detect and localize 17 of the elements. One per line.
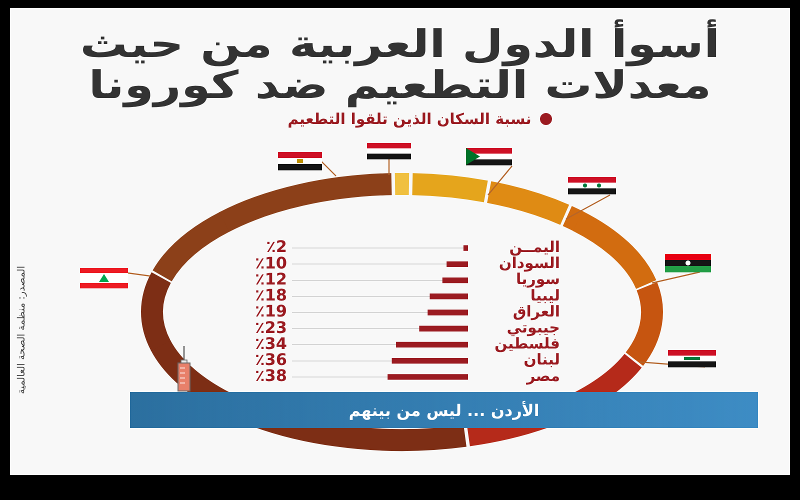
bar bbox=[388, 374, 468, 380]
y-tick-label: لبنان bbox=[524, 350, 560, 369]
bar bbox=[392, 358, 468, 364]
text: الأردن ... ليس من بينهم bbox=[130, 392, 758, 428]
bar bbox=[428, 310, 468, 316]
bar bbox=[446, 261, 468, 267]
bar bbox=[396, 342, 468, 348]
legend-label: نسبة السكان الذين تلقوا التطعيم bbox=[288, 110, 532, 128]
bar bbox=[463, 245, 468, 251]
text: المصدر: منظمة الصحة العالمية bbox=[16, 266, 28, 394]
bar bbox=[419, 326, 468, 332]
bar bbox=[430, 294, 468, 300]
y-tick-label: العراق bbox=[512, 302, 560, 320]
y-tick-label: مصر bbox=[526, 366, 560, 385]
data-label: ٪38 bbox=[254, 366, 287, 386]
y-tick-label: اليمــن bbox=[509, 238, 560, 256]
bar bbox=[442, 277, 468, 284]
